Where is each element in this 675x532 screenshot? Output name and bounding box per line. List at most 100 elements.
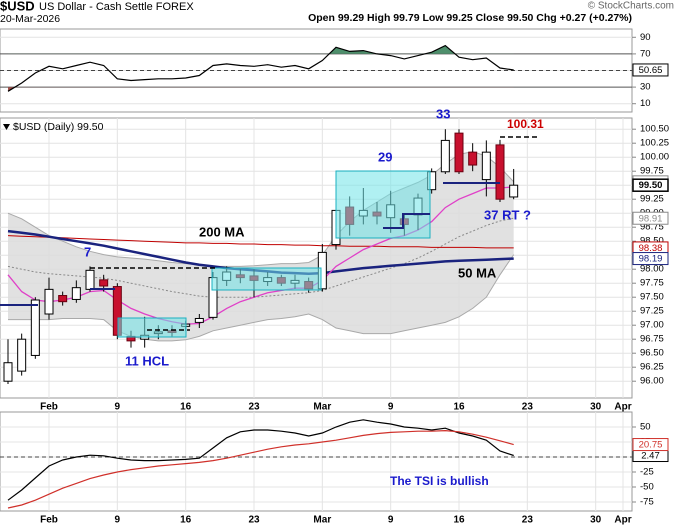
y-tick-label: 98.75	[640, 222, 664, 233]
y-tick-label: -75	[640, 497, 654, 508]
x-tick-label: 16	[180, 402, 192, 413]
last-value-label: 99.50	[639, 180, 663, 191]
candle-body	[44, 288, 54, 315]
last-value-box	[632, 178, 669, 192]
last-value-label: 98.38	[639, 243, 663, 254]
y-tick-label: 96.25	[640, 362, 664, 373]
consolidation-box	[117, 317, 187, 338]
indicator-line	[7, 44, 514, 92]
x-tick-label: 23	[248, 402, 260, 413]
x-tick-label: 23	[522, 515, 534, 526]
price-legend: $USD (Daily) 99.50	[13, 121, 104, 133]
credit: © StockCharts.com	[588, 1, 674, 12]
candle-body	[495, 144, 505, 200]
annotation: 7	[84, 244, 91, 259]
y-tick-label: 90	[640, 32, 651, 43]
consolidation-box	[211, 267, 322, 291]
candle-body	[468, 151, 478, 166]
threshold-fill	[329, 45, 456, 54]
panel-frame	[0, 411, 633, 512]
annotation: 200 MA	[199, 224, 245, 239]
annotation-layer: 33 100.31 29 37 RT ? 200 MA 7 50 MA 11 H…	[0, 106, 544, 488]
annotation: 50 MA	[458, 265, 497, 280]
moving-average	[7, 235, 514, 249]
x-tick-label: 30	[590, 515, 602, 526]
annotation: 100.31	[507, 117, 544, 131]
consolidation-box	[335, 170, 431, 239]
y-tick-label: 96.75	[640, 334, 664, 345]
y-tick-label: 30	[640, 82, 651, 93]
reference-dash	[90, 136, 540, 331]
candle-body	[17, 338, 27, 372]
x-tick-label: Apr	[614, 515, 631, 526]
x-tick-label: 16	[453, 402, 465, 413]
band-lower	[8, 254, 515, 342]
candle-body	[3, 362, 13, 382]
annotation: 37 RT ?	[484, 207, 531, 222]
instrument-name: US Dollar - Cash Settle FOREX	[39, 1, 194, 13]
x-tick-label: Mar	[313, 515, 331, 526]
x-tick-label: 9	[115, 515, 121, 526]
y-tick-label: 98.50	[640, 236, 664, 247]
y-tick-label: 97.25	[640, 306, 664, 317]
y-tick-label: 99.25	[640, 194, 664, 205]
x-tick-label: 9	[388, 402, 394, 413]
candle-body	[194, 317, 204, 323]
y-tick-label: 97.00	[640, 320, 664, 331]
y-tick-label: 100.25	[640, 138, 669, 149]
last-value-label: 50.65	[639, 65, 663, 76]
candle-body	[509, 184, 519, 198]
ohlc-summary: Open 99.29 High 99.79 Low 99.25 Close 99…	[308, 12, 632, 24]
y-tick-label: 70	[640, 48, 651, 59]
x-tick-label: Feb	[40, 515, 58, 526]
symbol: $USD	[0, 0, 35, 13]
date: 20-Mar-2026	[0, 13, 60, 25]
plot-layer: 10 30 50 70 90 96.00 96.25 96.50 96.75 97.00 97.25…	[0, 28, 669, 526]
last-value-label: 98.19	[639, 254, 663, 265]
annotation: The TSI is bullish	[390, 474, 489, 488]
last-value-box	[632, 63, 669, 77]
last-value-label: 20.75	[639, 440, 663, 451]
y-tick-label: 100.00	[640, 152, 669, 163]
y-tick-label: 10	[640, 98, 651, 109]
candle-body	[481, 151, 491, 181]
last-value-box	[632, 438, 669, 452]
candle-body	[58, 295, 68, 303]
y-tick-label: 100.50	[640, 124, 669, 135]
candle-body	[85, 269, 95, 290]
last-value-label: 98.91	[639, 213, 663, 224]
y-tick-label: 97.50	[640, 292, 664, 303]
x-tick-label: 23	[248, 515, 260, 526]
indicator-line	[7, 429, 514, 509]
x-tick-label: 16	[180, 515, 192, 526]
candle-body	[99, 279, 109, 287]
x-tick-label: 9	[115, 402, 121, 413]
candle-body	[440, 139, 450, 173]
candle-body	[454, 132, 464, 173]
last-value-label: 2.47	[641, 451, 660, 462]
y-tick-label: 96.00	[640, 376, 664, 387]
cycle-low-marker	[0, 182, 500, 306]
x-tick-label: Feb	[40, 402, 58, 413]
x-tick-label: 9	[388, 515, 394, 526]
annotation: 33	[436, 106, 450, 121]
last-value-box	[632, 252, 669, 266]
y-tick-label: 96.50	[640, 348, 664, 359]
x-tick-label: 23	[522, 402, 534, 413]
legend-marker	[3, 124, 10, 130]
y-tick-label: -50	[640, 482, 654, 493]
annotation: 29	[378, 149, 392, 164]
y-tick-label: 99.75	[640, 166, 664, 177]
y-tick-label: -25	[640, 467, 654, 478]
last-value-box	[632, 211, 669, 225]
y-tick-label: 97.75	[640, 278, 664, 289]
x-tick-label: 30	[590, 402, 602, 413]
x-tick-label: Mar	[313, 402, 331, 413]
candle-body	[71, 287, 81, 300]
y-tick-label: 50	[640, 422, 651, 433]
indicator-line	[7, 419, 514, 501]
y-tick-label: 98.00	[640, 264, 664, 275]
x-tick-label: Apr	[614, 402, 631, 413]
annotation: 11 HCL	[125, 353, 169, 368]
